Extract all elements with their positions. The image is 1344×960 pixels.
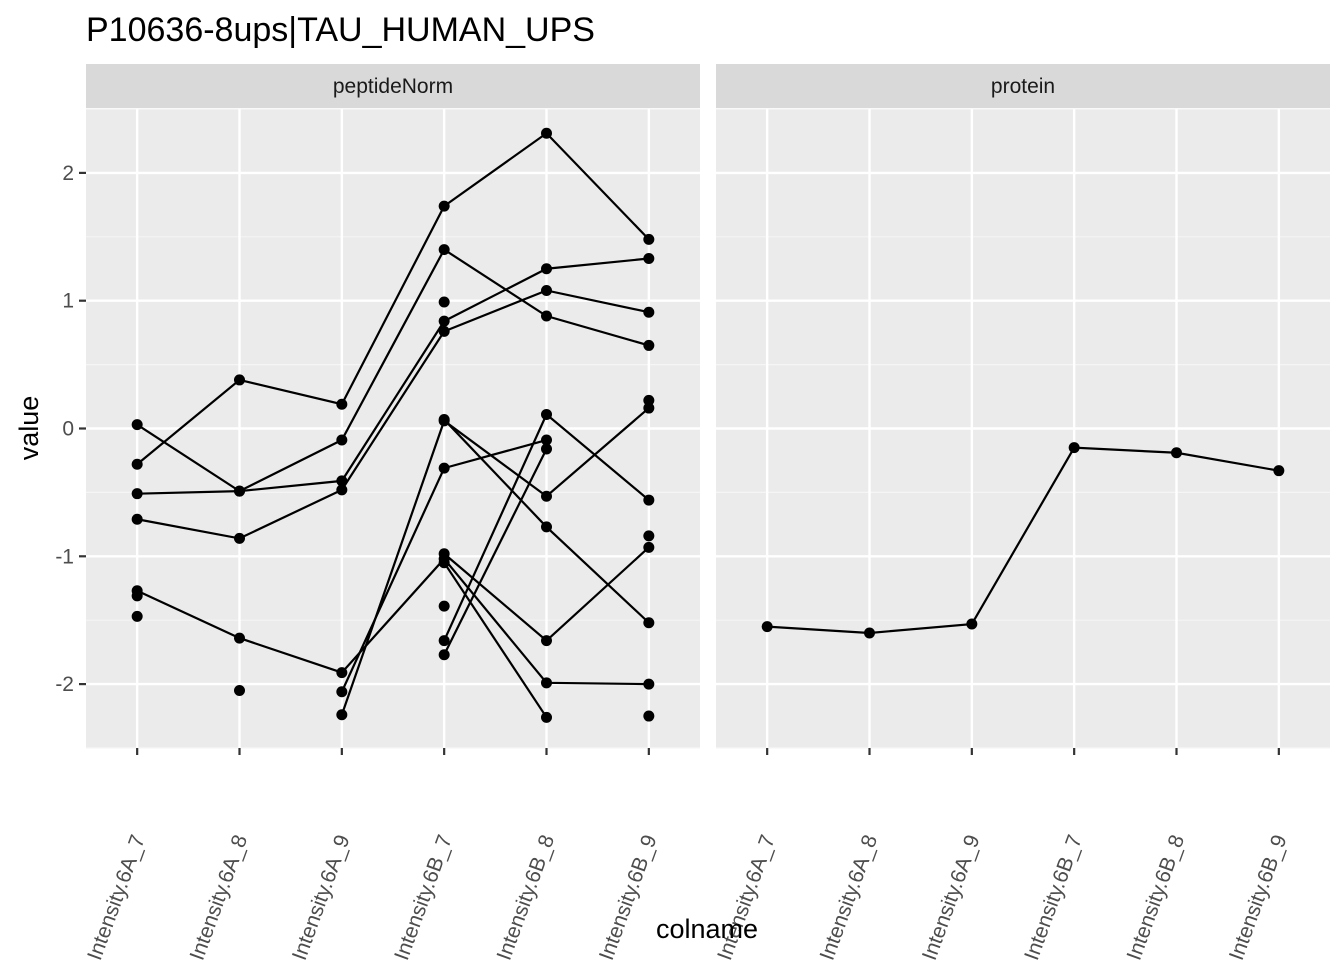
chart-panels: peptideNorm -2 -1 0 1 2 Intensity.6A_7 Intensit…: [55, 64, 1330, 960]
series-line: [767, 446, 1280, 635]
y-tick-label: 2: [62, 162, 74, 185]
data-point: [131, 610, 143, 622]
data-point: [541, 677, 552, 689]
data-point: [131, 419, 143, 431]
data-point: [541, 434, 552, 446]
data-point: [541, 127, 552, 139]
y-tick-label: 0: [62, 418, 74, 441]
y-tick-label: -2: [55, 673, 74, 696]
x-axis-title: colname: [656, 914, 758, 944]
panel-peptideNorm: peptideNorm -2 -1 0 1 2 Intensity.6A_7 Intensit…: [55, 64, 700, 960]
data-point: [336, 709, 348, 721]
data-point: [643, 253, 655, 265]
data-point: [438, 635, 450, 647]
facet-strip-label: protein: [991, 75, 1055, 98]
chart-title: P10636-8ups|TAU_HUMAN_UPS: [86, 11, 595, 49]
data-point: [643, 494, 655, 506]
data-point: [541, 711, 552, 723]
data-point: [131, 590, 143, 602]
data-point: [1068, 442, 1080, 454]
data-point: [234, 374, 245, 386]
data-point: [438, 244, 450, 256]
data-point: [438, 315, 450, 327]
data-point: [643, 339, 655, 351]
data-point: [438, 649, 450, 661]
series-line: [136, 131, 650, 466]
data-point: [336, 434, 348, 446]
data-point: [438, 414, 450, 426]
data-point: [438, 325, 450, 337]
data-point: [131, 513, 143, 525]
y-tick-label: -1: [55, 545, 74, 568]
data-point: [643, 402, 655, 414]
x-tick-label: Intensity.6B_9: [595, 832, 662, 960]
data-point: [643, 541, 655, 553]
data-point: [541, 284, 552, 296]
data-point: [643, 394, 655, 406]
data-point: [643, 678, 655, 690]
x-tick-label: Intensity.6A_7: [83, 832, 150, 960]
series-line: [136, 289, 650, 540]
y-tick-label: 1: [62, 290, 74, 313]
x-tick-label: Intensity.6B_9: [1225, 832, 1292, 960]
data-point: [761, 621, 773, 633]
data-point: [643, 617, 655, 629]
x-tick-label: Intensity.6B_7: [1020, 832, 1087, 960]
data-point: [234, 632, 245, 644]
data-point: [438, 600, 450, 612]
data-point: [541, 263, 552, 275]
x-tick-label: Intensity.6A_8: [816, 832, 883, 960]
data-point: [234, 532, 245, 544]
data-point: [438, 557, 450, 569]
data-point: [541, 408, 552, 420]
data-point: [438, 548, 450, 560]
data-point: [336, 667, 348, 679]
data-point: [131, 458, 143, 470]
x-tick-label: Intensity.6A_9: [918, 832, 985, 960]
x-tick-label: Intensity.6A_9: [288, 832, 355, 960]
x-tick-label: Intensity.6B_7: [390, 832, 457, 960]
data-point: [336, 475, 348, 487]
data-point: [541, 635, 552, 647]
data-point: [1171, 447, 1182, 459]
data-point: [438, 462, 450, 474]
data-point: [643, 306, 655, 318]
data-point: [541, 310, 552, 322]
data-point: [336, 484, 348, 496]
series-line: [136, 248, 650, 493]
data-point: [643, 710, 655, 722]
data-point: [131, 488, 143, 500]
series-line: [137, 257, 649, 495]
data-point: [966, 618, 978, 630]
data-point: [234, 684, 245, 696]
series-line: [443, 448, 548, 656]
data-point: [234, 485, 245, 497]
data-point: [541, 521, 552, 533]
series-line: [443, 562, 548, 718]
y-axis-title: value: [14, 396, 44, 461]
data-point: [438, 200, 450, 212]
x-tick-label: Intensity.6A_8: [186, 832, 253, 960]
facet-strip: [86, 64, 700, 108]
x-tick-label: Intensity.6B_8: [493, 832, 560, 960]
series-line: [340, 407, 650, 716]
data-point: [1273, 465, 1285, 477]
data-point: [541, 443, 552, 455]
data-point: [643, 233, 655, 245]
x-tick-label: Intensity.6B_8: [1123, 832, 1190, 960]
data-point: [336, 686, 348, 698]
data-point: [438, 296, 450, 308]
data-point: [864, 627, 875, 639]
series-line: [136, 557, 649, 686]
data-point: [643, 530, 655, 542]
data-point: [541, 490, 552, 502]
data-point: [336, 398, 348, 410]
facet-strip: [716, 64, 1330, 108]
facet-strip-label: peptideNorm: [333, 75, 453, 98]
